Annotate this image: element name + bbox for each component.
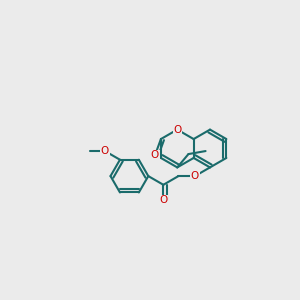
Text: O: O — [173, 124, 182, 135]
Text: O: O — [191, 171, 199, 181]
Text: O: O — [151, 150, 159, 161]
Text: O: O — [159, 195, 167, 206]
Text: O: O — [101, 146, 109, 156]
